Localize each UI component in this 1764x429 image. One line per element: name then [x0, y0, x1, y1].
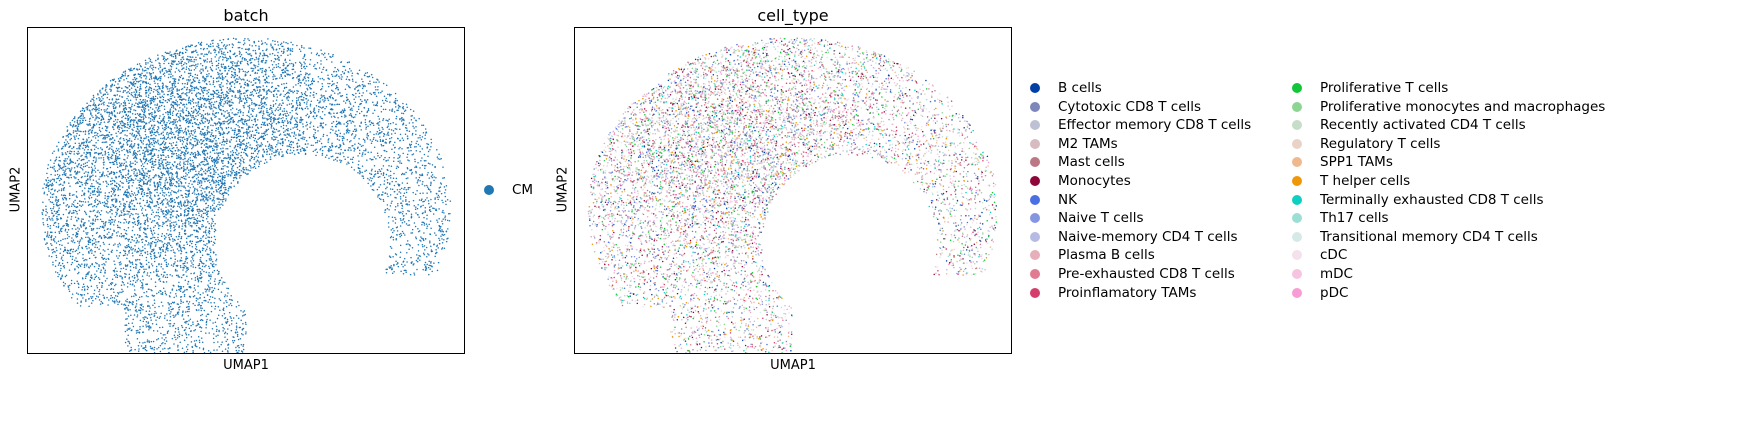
legend-marker	[1030, 83, 1040, 93]
panel1-xlabel: UMAP1	[223, 358, 269, 373]
legend-label: Naive-memory CD4 T cells	[1058, 228, 1238, 245]
legend-label: Mast cells	[1058, 154, 1125, 171]
legend-marker	[1292, 157, 1302, 168]
legend-item: B cells	[1030, 78, 1102, 98]
legend-label: T helper cells	[1320, 173, 1411, 189]
legend-item: Pre-exhausted CD8 T cells	[1030, 264, 1235, 284]
panel1-ylabel: UMAP2	[8, 166, 24, 213]
legend-marker	[1030, 101, 1040, 112]
legend-marker	[1030, 138, 1040, 149]
legend-marker	[1292, 250, 1302, 261]
legend-item: SPP1 TAMs	[1292, 152, 1393, 172]
legend-marker	[1030, 250, 1040, 261]
legend-label: B cells	[1058, 80, 1102, 96]
legend-marker	[1292, 176, 1302, 186]
panel2-xlabel: UMAP1	[770, 358, 816, 373]
legend-item: cDC	[1292, 245, 1347, 265]
legend-item: T helper cells	[1292, 171, 1410, 191]
legend-item: M2 TAMs	[1030, 134, 1118, 154]
legend-item: Proliferative T cells	[1292, 78, 1448, 98]
legend-marker	[1030, 231, 1040, 242]
legend-item: Th17 cells	[1292, 208, 1389, 228]
legend-item: pDC	[1292, 283, 1348, 303]
legend-item: Effector memory CD8 T cells	[1030, 115, 1251, 135]
legend-item: NK	[1030, 190, 1077, 210]
legend-marker	[1292, 213, 1302, 224]
legend-marker	[1030, 194, 1040, 205]
panel2-ylabel: UMAP2	[555, 166, 571, 213]
legend-item: Mast cells	[1030, 152, 1125, 172]
legend-marker	[1030, 176, 1040, 186]
legend-label: SPP1 TAMs	[1320, 154, 1393, 171]
legend-marker	[1030, 269, 1040, 279]
legend-item: Plasma B cells	[1030, 245, 1155, 265]
legend-label: Transitional memory CD4 T cells	[1320, 228, 1538, 245]
legend-label: cDC	[1320, 247, 1348, 264]
legend-item: Recently activated CD4 T cells	[1292, 115, 1526, 135]
legend-label: Regulatory T cells	[1320, 135, 1441, 152]
legend-label: Plasma B cells	[1058, 247, 1155, 264]
scatter-points	[587, 37, 998, 353]
panel1-plot-area	[27, 27, 465, 354]
legend-marker	[1292, 120, 1302, 131]
legend-item: Monocytes	[1030, 171, 1131, 191]
legend-label: NK	[1058, 191, 1077, 208]
legend-item: Proliferative monocytes and macrophages	[1292, 97, 1605, 117]
legend-item: Naive-memory CD4 T cells	[1030, 227, 1238, 247]
legend-marker	[1292, 101, 1302, 112]
legend-marker	[1030, 287, 1040, 298]
legend-marker	[1292, 231, 1302, 242]
scatter-points	[41, 37, 452, 353]
legend-item: Regulatory T cells	[1292, 134, 1440, 154]
legend-item: Naive T cells	[1030, 208, 1144, 228]
legend-label: Terminally exhausted CD8 T cells	[1320, 191, 1544, 208]
legend-label: Proinflamatory TAMs	[1058, 284, 1197, 301]
legend-item: Cytotoxic CD8 T cells	[1030, 97, 1201, 117]
legend-label: mDC	[1320, 266, 1353, 282]
panel2-legend: B cells Cytotoxic CD8 T cells Effector mem…	[1030, 78, 1760, 308]
legend-label: Th17 cells	[1320, 210, 1389, 227]
legend-item: Transitional memory CD4 T cells	[1292, 227, 1538, 247]
legend-marker	[1292, 287, 1302, 298]
legend-marker	[484, 185, 494, 195]
legend-item: Proinflamatory TAMs	[1030, 283, 1196, 303]
legend-marker	[1030, 120, 1040, 131]
legend-item: Terminally exhausted CD8 T cells	[1292, 190, 1544, 210]
legend-label: Effector memory CD8 T cells	[1058, 117, 1252, 134]
panel1-title: batch	[223, 6, 269, 25]
legend-label: CM	[512, 182, 534, 198]
legend-marker	[1292, 194, 1302, 205]
legend-label: pDC	[1320, 284, 1349, 301]
legend-label: M2 TAMs	[1058, 135, 1118, 152]
panel1-legend: CM	[484, 180, 544, 202]
panel2-title: cell_type	[757, 6, 829, 25]
legend-label: Pre-exhausted CD8 T cells	[1058, 266, 1235, 282]
legend-label: Naive T cells	[1058, 210, 1144, 227]
panel2-plot-area	[574, 27, 1012, 354]
legend-label: Recently activated CD4 T cells	[1320, 117, 1526, 134]
legend-marker	[1292, 138, 1302, 149]
legend-label: Proliferative monocytes and macrophages	[1320, 98, 1606, 115]
legend-marker	[1292, 269, 1302, 279]
legend-label: Proliferative T cells	[1320, 80, 1449, 96]
legend-item: mDC	[1292, 264, 1353, 284]
legend-label: Cytotoxic CD8 T cells	[1058, 98, 1202, 115]
legend-label: Monocytes	[1058, 173, 1131, 189]
legend-marker	[1292, 83, 1302, 93]
legend-marker	[1030, 157, 1040, 168]
legend-item: CM	[484, 180, 533, 200]
legend-marker	[1030, 213, 1040, 224]
